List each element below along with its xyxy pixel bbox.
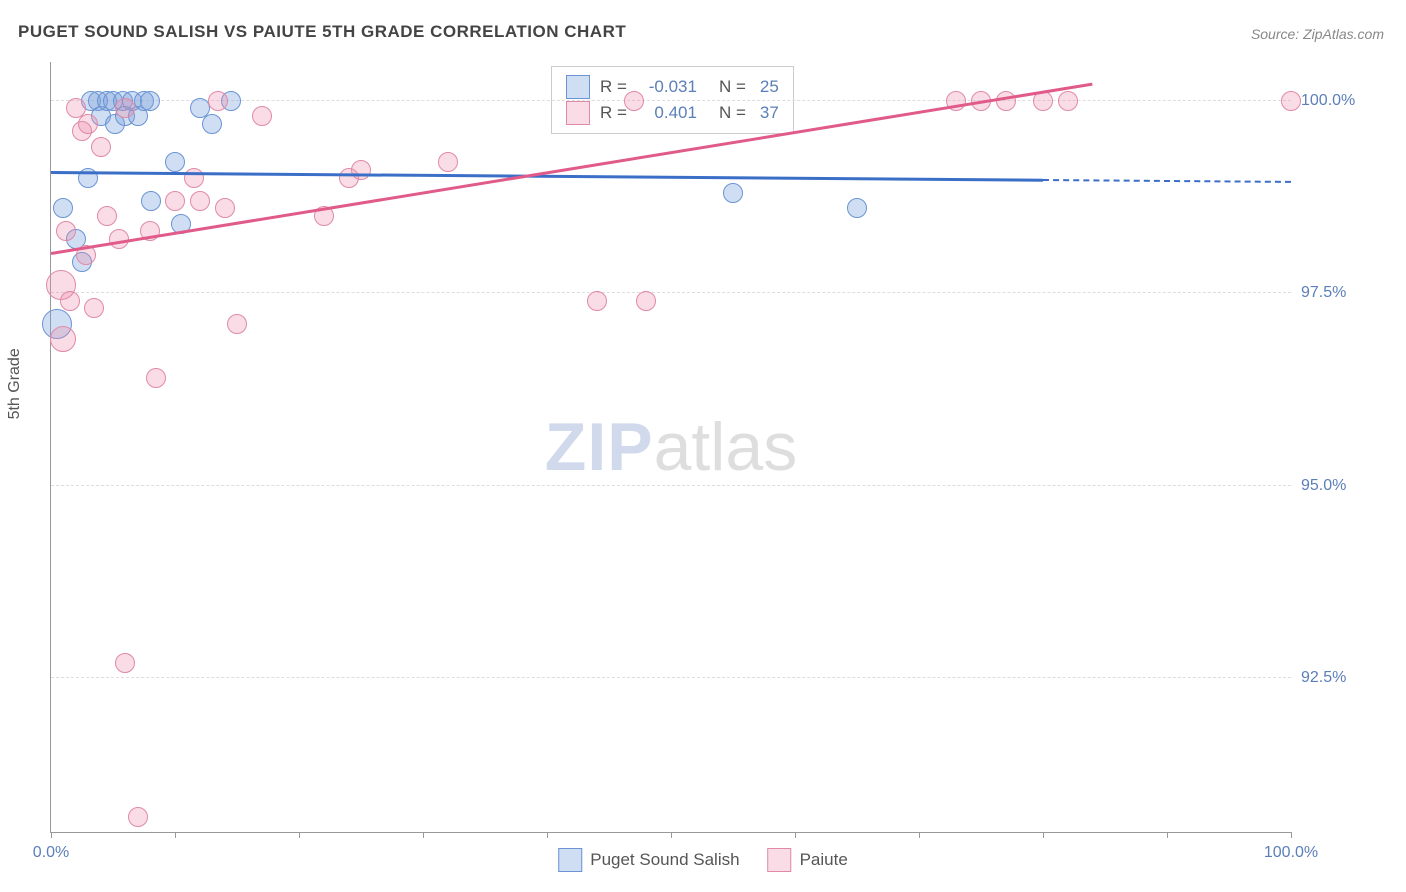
gridline [51,292,1291,293]
legend-row: R = 0.401 N = 37 [566,101,779,125]
data-bubble [636,291,656,311]
watermark-atlas: atlas [654,409,798,485]
data-bubble [56,221,76,241]
data-bubble [184,168,204,188]
source-label: Source: ZipAtlas.com [1251,26,1384,42]
data-bubble [190,191,210,211]
y-tick-label: 92.5% [1301,669,1381,687]
data-bubble [84,298,104,318]
data-bubble [202,114,222,134]
data-bubble [227,314,247,334]
chart-container: PUGET SOUND SALISH VS PAIUTE 5TH GRADE C… [0,0,1406,892]
legend-swatch [566,75,590,99]
y-tick-label: 95.0% [1301,477,1381,495]
data-bubble [847,198,867,218]
gridline [51,677,1291,678]
chart-title: PUGET SOUND SALISH VS PAIUTE 5TH GRADE C… [18,22,626,42]
y-tick-label: 100.0% [1301,92,1381,110]
data-bubble [587,291,607,311]
data-bubble [723,183,743,203]
legend-swatch [558,848,582,872]
x-tick [547,832,548,838]
data-bubble [996,91,1016,111]
legend-n-value: 25 [760,77,779,97]
legend-r-label: R = [600,77,627,97]
data-bubble [53,198,73,218]
x-tick [1043,832,1044,838]
legend-r-value: 0.401 [641,103,697,123]
plot-area: ZIPatlas R =-0.031N =25R =0.401N =37 92.… [50,62,1291,833]
x-tick [51,832,52,838]
x-tick [423,832,424,838]
data-bubble [141,191,161,211]
data-bubble [438,152,458,172]
legend-label: Puget Sound Salish [590,850,739,870]
data-bubble [624,91,644,111]
y-tick-label: 97.5% [1301,284,1381,302]
data-bubble [140,91,160,111]
watermark-zip: ZIP [545,409,654,485]
data-bubble [1058,91,1078,111]
x-tick [671,832,672,838]
x-tick [175,832,176,838]
x-tick [1167,832,1168,838]
legend-n-value: 37 [760,103,779,123]
data-bubble [351,160,371,180]
legend-r-label: R = [600,103,627,123]
x-tick-label: 0.0% [33,844,69,862]
data-bubble [208,91,228,111]
x-tick [299,832,300,838]
data-bubble [115,653,135,673]
data-bubble [91,137,111,157]
watermark: ZIPatlas [545,408,797,486]
x-tick [795,832,796,838]
data-bubble [50,326,76,352]
data-bubble [115,98,135,118]
trend-line-dashed [1043,179,1291,183]
x-tick [919,832,920,838]
data-bubble [165,191,185,211]
legend-n-label: N = [719,77,746,97]
data-bubble [252,106,272,126]
x-tick [1291,832,1292,838]
data-bubble [165,152,185,172]
legend-item: Paiute [768,848,848,872]
data-bubble [97,206,117,226]
data-bubble [1281,91,1301,111]
series-legend: Puget Sound Salish Paiute [558,848,848,872]
data-bubble [128,807,148,827]
gridline [51,485,1291,486]
data-bubble [60,291,80,311]
x-tick-label: 100.0% [1264,844,1318,862]
data-bubble [146,368,166,388]
legend-item: Puget Sound Salish [558,848,739,872]
y-axis-label: 5th Grade [6,348,24,419]
legend-row: R = -0.031 N = 25 [566,75,779,99]
legend-swatch [768,848,792,872]
legend-n-label: N = [719,103,746,123]
legend-label: Paiute [800,850,848,870]
data-bubble [78,114,98,134]
legend-swatch [566,101,590,125]
legend-r-value: -0.031 [641,77,697,97]
data-bubble [215,198,235,218]
